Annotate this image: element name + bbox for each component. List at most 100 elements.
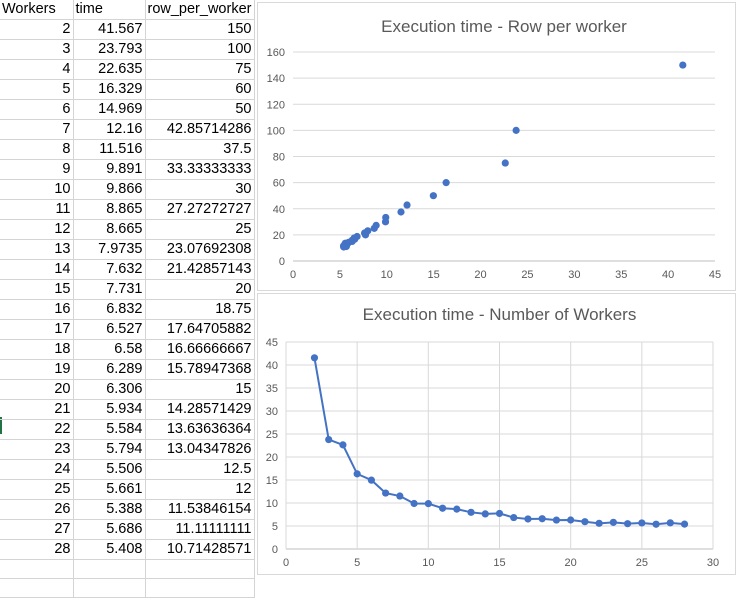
column-header[interactable]: Workers — [0, 0, 74, 20]
y-tick-label: 35 — [266, 383, 278, 395]
table-cell[interactable]: 22.635 — [73, 59, 146, 80]
table-cell[interactable]: 27 — [0, 519, 74, 540]
table-cell[interactable]: 8 — [0, 139, 74, 160]
table-cell[interactable]: 20 — [145, 279, 255, 300]
table-cell[interactable]: 25 — [0, 479, 74, 500]
table-cell[interactable]: 9.866 — [73, 179, 146, 200]
data-point — [397, 208, 405, 216]
table-row: 19 6.289 15.78947368 — [0, 359, 255, 380]
table-cell[interactable]: 150 — [145, 19, 255, 40]
empty-cell[interactable] — [73, 559, 146, 579]
table-cell[interactable]: 16.66666667 — [145, 339, 255, 360]
table-cell[interactable]: 5.506 — [73, 459, 146, 480]
table-cell[interactable]: 27.27272727 — [145, 199, 255, 220]
table-cell[interactable]: 4 — [0, 59, 74, 80]
table-cell[interactable]: 8.865 — [73, 199, 146, 220]
chart-title: Execution time - Number of Workers — [363, 305, 637, 324]
table-cell[interactable]: 14.969 — [73, 99, 146, 120]
data-point — [396, 492, 404, 500]
table-cell[interactable]: 18 — [0, 339, 74, 360]
table-cell[interactable]: 12 — [145, 479, 255, 500]
table-cell[interactable]: 23.793 — [73, 39, 146, 60]
table-cell[interactable]: 8.665 — [73, 219, 146, 240]
table-cell[interactable]: 20 — [0, 379, 74, 400]
column-header[interactable]: row_per_worker — [145, 0, 255, 20]
table-cell[interactable]: 10 — [0, 179, 74, 200]
table-cell[interactable]: 13.63636364 — [145, 419, 255, 440]
table-cell[interactable]: 5.584 — [73, 419, 146, 440]
table-cell[interactable]: 6.306 — [73, 379, 146, 400]
table-row: 25 5.661 12 — [0, 479, 255, 500]
table-cell[interactable]: 15 — [0, 279, 74, 300]
table-cell[interactable]: 5 — [0, 79, 74, 100]
table-cell[interactable]: 23 — [0, 439, 74, 460]
table-cell[interactable]: 15 — [145, 379, 255, 400]
table-cell[interactable]: 13 — [0, 239, 74, 260]
table-cell[interactable]: 14.28571429 — [145, 399, 255, 420]
table-cell[interactable]: 42.85714286 — [145, 119, 255, 140]
table-cell[interactable]: 5.794 — [73, 439, 146, 460]
table-cell[interactable]: 3 — [0, 39, 74, 60]
y-tick-label: 40 — [266, 360, 278, 372]
table-cell[interactable]: 5.686 — [73, 519, 146, 540]
table-cell[interactable]: 11.11111111 — [145, 519, 255, 540]
table-cell[interactable]: 6.832 — [73, 299, 146, 320]
table-cell[interactable]: 17.64705882 — [145, 319, 255, 340]
table-cell[interactable]: 6.527 — [73, 319, 146, 340]
empty-cell[interactable] — [145, 559, 255, 579]
table-cell[interactable]: 25 — [145, 219, 255, 240]
table-cell[interactable]: 5.408 — [73, 539, 146, 560]
table-cell[interactable]: 26 — [0, 499, 74, 520]
table-cell[interactable]: 21.42857143 — [145, 259, 255, 280]
column-header[interactable]: time — [73, 0, 146, 20]
table-cell[interactable]: 16.329 — [73, 79, 146, 100]
table-cell[interactable]: 50 — [145, 99, 255, 120]
table-cell[interactable]: 7.632 — [73, 259, 146, 280]
table-cell[interactable]: 5.934 — [73, 399, 146, 420]
table-cell[interactable]: 24 — [0, 459, 74, 480]
table-cell[interactable]: 10.71428571 — [145, 539, 255, 560]
table-cell[interactable]: 6 — [0, 99, 74, 120]
table-cell[interactable]: 18.75 — [145, 299, 255, 320]
table-cell[interactable]: 12.5 — [145, 459, 255, 480]
x-tick-label: 25 — [636, 557, 648, 569]
table-cell[interactable]: 9.891 — [73, 159, 146, 180]
table-cell[interactable]: 14 — [0, 259, 74, 280]
table-cell[interactable]: 22 — [0, 419, 74, 440]
line-chart-number-of-workers[interactable]: Execution time - Number of Workers 0 5 10 15… — [257, 293, 736, 575]
table-cell[interactable]: 21 — [0, 399, 74, 420]
table-cell[interactable]: 23.07692308 — [145, 239, 255, 260]
table-cell[interactable]: 16 — [0, 299, 74, 320]
table-cell[interactable]: 19 — [0, 359, 74, 380]
table-cell[interactable]: 5.388 — [73, 499, 146, 520]
empty-cell[interactable] — [145, 578, 255, 598]
table-cell[interactable]: 30 — [145, 179, 255, 200]
table-cell[interactable]: 7 — [0, 119, 74, 140]
table-cell[interactable]: 15.78947368 — [145, 359, 255, 380]
table-cell[interactable]: 7.731 — [73, 279, 146, 300]
table-cell[interactable]: 11.53846154 — [145, 499, 255, 520]
table-cell[interactable]: 28 — [0, 539, 74, 560]
table-cell[interactable]: 41.567 — [73, 19, 146, 40]
empty-cell[interactable] — [0, 578, 74, 598]
table-cell[interactable]: 37.5 — [145, 139, 255, 160]
table-cell[interactable]: 6.289 — [73, 359, 146, 380]
table-cell[interactable]: 11.516 — [73, 139, 146, 160]
table-cell[interactable]: 17 — [0, 319, 74, 340]
empty-cell[interactable] — [0, 559, 74, 579]
table-cell[interactable]: 6.58 — [73, 339, 146, 360]
table-cell[interactable]: 7.9735 — [73, 239, 146, 260]
table-cell[interactable]: 12 — [0, 219, 74, 240]
table-cell[interactable]: 2 — [0, 19, 74, 40]
table-cell[interactable]: 33.33333333 — [145, 159, 255, 180]
table-cell[interactable]: 75 — [145, 59, 255, 80]
empty-cell[interactable] — [73, 578, 146, 598]
table-cell[interactable]: 9 — [0, 159, 74, 180]
scatter-chart-row-per-worker[interactable]: Execution time - Row per worker 0 20 40 60 80… — [257, 2, 736, 291]
table-cell[interactable]: 11 — [0, 199, 74, 220]
table-cell[interactable]: 12.16 — [73, 119, 146, 140]
table-cell[interactable]: 5.661 — [73, 479, 146, 500]
table-cell[interactable]: 100 — [145, 39, 255, 60]
table-cell[interactable]: 13.04347826 — [145, 439, 255, 460]
table-cell[interactable]: 60 — [145, 79, 255, 100]
